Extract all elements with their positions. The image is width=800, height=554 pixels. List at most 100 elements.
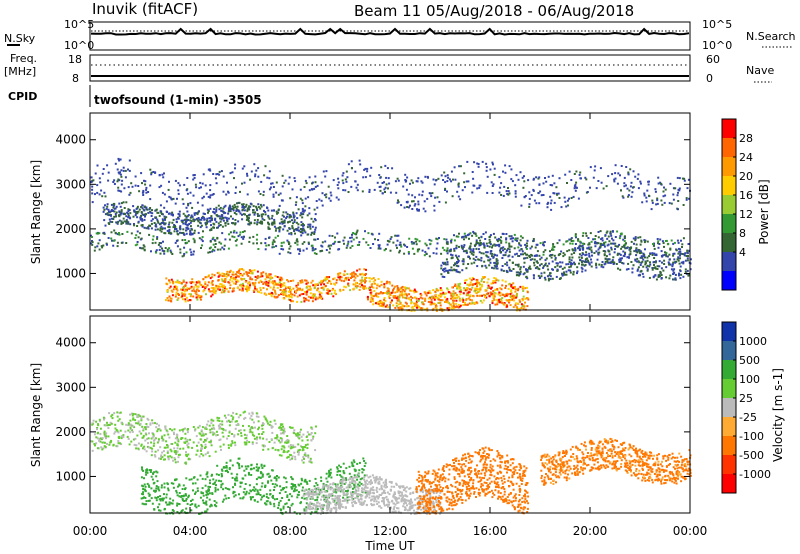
range-cell <box>229 278 232 281</box>
range-cell <box>390 236 393 239</box>
range-cell <box>248 412 251 415</box>
range-cell <box>485 166 488 169</box>
range-cell <box>235 424 238 427</box>
range-cell <box>108 424 111 426</box>
range-cell <box>551 184 554 187</box>
range-cell <box>309 433 312 436</box>
range-cell <box>370 278 373 280</box>
range-cell <box>221 279 224 282</box>
range-cell <box>322 288 325 291</box>
range-cell <box>138 208 141 211</box>
range-cell <box>158 174 161 177</box>
range-cell <box>392 241 395 244</box>
range-cell <box>224 224 227 227</box>
range-cell <box>518 249 521 252</box>
range-cell <box>503 185 506 188</box>
range-cell <box>96 245 99 248</box>
range-cell <box>653 247 656 250</box>
range-cell <box>241 182 243 185</box>
range-cell <box>414 237 417 240</box>
range-cell <box>179 227 182 230</box>
range-cell <box>90 242 93 245</box>
range-cell <box>107 237 110 239</box>
range-cell <box>195 296 198 299</box>
range-cell <box>364 176 367 179</box>
range-cell <box>201 215 204 218</box>
range-cell <box>529 247 532 250</box>
range-cell <box>604 234 607 237</box>
range-cell <box>614 177 617 180</box>
range-cell <box>308 433 311 436</box>
range-cell <box>314 449 317 452</box>
range-cell <box>213 208 216 211</box>
range-cell <box>116 245 119 248</box>
range-cell <box>93 433 96 436</box>
range-cell <box>153 454 156 457</box>
range-cell <box>114 162 117 165</box>
range-cell <box>654 267 657 270</box>
range-cell <box>585 232 587 235</box>
range-cell <box>491 244 494 247</box>
range-cell <box>626 256 629 259</box>
range-cell <box>452 178 454 181</box>
range-cell <box>513 299 515 302</box>
range-cell <box>519 266 522 269</box>
range-cell <box>266 207 269 209</box>
range-cell <box>494 254 497 257</box>
range-cell <box>150 250 152 253</box>
range-cell <box>303 186 306 188</box>
range-cell <box>411 208 414 210</box>
range-cell <box>484 296 487 298</box>
range-cell <box>641 272 644 275</box>
range-cell <box>424 250 427 253</box>
range-cell <box>98 418 101 421</box>
range-cell <box>151 432 154 435</box>
range-cell <box>201 182 204 185</box>
range-cell <box>117 178 120 181</box>
range-cell <box>304 297 307 300</box>
range-cell <box>638 249 641 252</box>
range-cell <box>542 182 545 185</box>
range-cell <box>563 253 566 256</box>
range-cell <box>182 293 185 296</box>
range-cell <box>429 301 432 304</box>
range-cell <box>280 248 283 250</box>
range-cell <box>668 202 671 205</box>
range-cell <box>97 242 100 245</box>
range-cell <box>434 303 437 306</box>
range-cell <box>94 193 96 196</box>
range-cell <box>254 211 257 214</box>
range-cell <box>221 278 223 281</box>
range-cell <box>294 445 297 448</box>
range-cell <box>418 208 420 211</box>
freq-label: Freq. <box>10 52 37 65</box>
range-cell <box>434 179 437 182</box>
range-cell <box>256 209 259 212</box>
range-cell <box>282 451 285 454</box>
range-cell <box>424 299 427 302</box>
range-cell <box>351 245 354 247</box>
range-cell <box>627 194 630 197</box>
range-cell <box>449 250 452 253</box>
range-cell <box>620 247 623 250</box>
range-cell <box>116 233 119 236</box>
range-cell <box>248 282 250 285</box>
range-cell <box>523 196 526 199</box>
range-cell <box>185 219 188 222</box>
range-cell <box>501 279 504 282</box>
range-cell <box>430 195 433 198</box>
range-cell <box>355 233 358 236</box>
range-cell <box>439 299 442 302</box>
range-cell <box>198 221 201 224</box>
range-cell <box>463 238 465 241</box>
range-cell <box>136 414 139 417</box>
range-cell <box>290 426 293 429</box>
range-cell <box>537 267 540 270</box>
range-cell <box>492 183 495 186</box>
range-cell <box>267 281 270 284</box>
range-cell <box>190 285 193 288</box>
range-cell <box>181 239 184 242</box>
range-cell <box>528 197 531 200</box>
range-cell <box>161 451 164 454</box>
range-cell <box>364 280 367 283</box>
